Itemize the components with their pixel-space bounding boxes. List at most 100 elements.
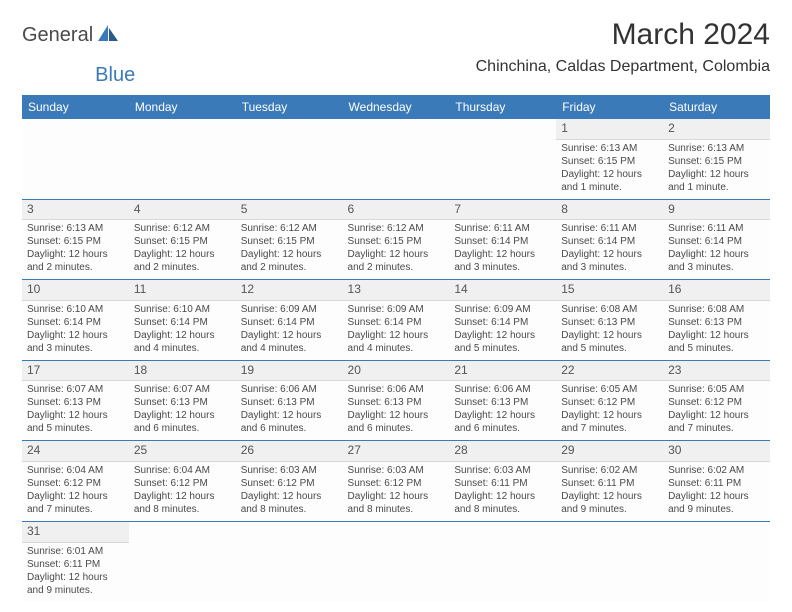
- weekday-header: Saturday: [663, 95, 770, 119]
- day-number: 29: [556, 441, 663, 462]
- weekday-header: Sunday: [22, 95, 129, 119]
- weekday-header: Tuesday: [236, 95, 343, 119]
- sunset-line: Sunset: 6:13 PM: [134, 396, 231, 409]
- calendar-day-cell: 16Sunrise: 6:08 AMSunset: 6:13 PMDayligh…: [663, 280, 770, 361]
- sunset-line: Sunset: 6:14 PM: [241, 316, 338, 329]
- daylight-line: Daylight: 12 hours and 4 minutes.: [134, 329, 231, 355]
- logo-text-blue: Blue: [95, 64, 135, 87]
- logo-text-general: General: [22, 24, 93, 47]
- calendar-day-cell: 3Sunrise: 6:13 AMSunset: 6:15 PMDaylight…: [22, 199, 129, 280]
- sunset-line: Sunset: 6:15 PM: [241, 235, 338, 248]
- weekday-header: Monday: [129, 95, 236, 119]
- sunset-line: Sunset: 6:13 PM: [454, 396, 551, 409]
- day-number: 12: [236, 280, 343, 301]
- calendar-day-cell: 19Sunrise: 6:06 AMSunset: 6:13 PMDayligh…: [236, 360, 343, 441]
- day-number: 8: [556, 200, 663, 221]
- location-subtitle: Chinchina, Caldas Department, Colombia: [476, 58, 770, 76]
- calendar-day-cell: 4Sunrise: 6:12 AMSunset: 6:15 PMDaylight…: [129, 199, 236, 280]
- daylight-line: Daylight: 12 hours and 6 minutes.: [348, 409, 445, 435]
- sunrise-line: Sunrise: 6:07 AM: [27, 383, 124, 396]
- calendar-day-cell: 10Sunrise: 6:10 AMSunset: 6:14 PMDayligh…: [22, 280, 129, 361]
- daylight-line: Daylight: 12 hours and 4 minutes.: [348, 329, 445, 355]
- day-number: 6: [343, 200, 450, 221]
- calendar-empty-cell: [236, 119, 343, 199]
- calendar-day-cell: 27Sunrise: 6:03 AMSunset: 6:12 PMDayligh…: [343, 441, 450, 522]
- sunset-line: Sunset: 6:11 PM: [454, 477, 551, 490]
- weekday-header: Friday: [556, 95, 663, 119]
- daylight-line: Daylight: 12 hours and 9 minutes.: [668, 490, 765, 516]
- day-number: 23: [663, 361, 770, 382]
- calendar-day-cell: 9Sunrise: 6:11 AMSunset: 6:14 PMDaylight…: [663, 199, 770, 280]
- calendar-row: 3Sunrise: 6:13 AMSunset: 6:15 PMDaylight…: [22, 199, 770, 280]
- sunrise-line: Sunrise: 6:11 AM: [668, 222, 765, 235]
- calendar-header-row: SundayMondayTuesdayWednesdayThursdayFrid…: [22, 95, 770, 119]
- daylight-line: Daylight: 12 hours and 6 minutes.: [241, 409, 338, 435]
- sunset-line: Sunset: 6:13 PM: [27, 396, 124, 409]
- calendar-day-cell: 1Sunrise: 6:13 AMSunset: 6:15 PMDaylight…: [556, 119, 663, 199]
- sunset-line: Sunset: 6:14 PM: [668, 235, 765, 248]
- sunset-line: Sunset: 6:14 PM: [561, 235, 658, 248]
- daylight-line: Daylight: 12 hours and 1 minute.: [561, 168, 658, 194]
- day-number: 11: [129, 280, 236, 301]
- calendar-day-cell: 22Sunrise: 6:05 AMSunset: 6:12 PMDayligh…: [556, 360, 663, 441]
- sunset-line: Sunset: 6:14 PM: [454, 316, 551, 329]
- day-number: 28: [449, 441, 556, 462]
- sunset-line: Sunset: 6:15 PM: [27, 235, 124, 248]
- calendar-table: SundayMondayTuesdayWednesdayThursdayFrid…: [22, 95, 770, 602]
- weekday-header: Thursday: [449, 95, 556, 119]
- sunrise-line: Sunrise: 6:12 AM: [134, 222, 231, 235]
- day-number: 13: [343, 280, 450, 301]
- sunset-line: Sunset: 6:15 PM: [348, 235, 445, 248]
- sunset-line: Sunset: 6:11 PM: [561, 477, 658, 490]
- calendar-empty-cell: [556, 521, 663, 601]
- daylight-line: Daylight: 12 hours and 5 minutes.: [668, 329, 765, 355]
- day-number: 30: [663, 441, 770, 462]
- sunrise-line: Sunrise: 6:11 AM: [454, 222, 551, 235]
- sunset-line: Sunset: 6:14 PM: [348, 316, 445, 329]
- sunset-line: Sunset: 6:15 PM: [668, 155, 765, 168]
- calendar-empty-cell: [343, 521, 450, 601]
- calendar-empty-cell: [449, 521, 556, 601]
- sunset-line: Sunset: 6:12 PM: [134, 477, 231, 490]
- sunset-line: Sunset: 6:13 PM: [348, 396, 445, 409]
- sunrise-line: Sunrise: 6:12 AM: [241, 222, 338, 235]
- daylight-line: Daylight: 12 hours and 5 minutes.: [27, 409, 124, 435]
- calendar-row: 31Sunrise: 6:01 AMSunset: 6:11 PMDayligh…: [22, 521, 770, 601]
- day-number: 3: [22, 200, 129, 221]
- sunrise-line: Sunrise: 6:03 AM: [241, 464, 338, 477]
- sunrise-line: Sunrise: 6:13 AM: [27, 222, 124, 235]
- sunrise-line: Sunrise: 6:03 AM: [454, 464, 551, 477]
- sunrise-line: Sunrise: 6:05 AM: [668, 383, 765, 396]
- calendar-day-cell: 31Sunrise: 6:01 AMSunset: 6:11 PMDayligh…: [22, 521, 129, 601]
- sunset-line: Sunset: 6:11 PM: [668, 477, 765, 490]
- logo: General: [22, 18, 121, 47]
- calendar-empty-cell: [663, 521, 770, 601]
- daylight-line: Daylight: 12 hours and 4 minutes.: [241, 329, 338, 355]
- page-title: March 2024: [476, 18, 770, 52]
- calendar-day-cell: 28Sunrise: 6:03 AMSunset: 6:11 PMDayligh…: [449, 441, 556, 522]
- daylight-line: Daylight: 12 hours and 3 minutes.: [27, 329, 124, 355]
- sunrise-line: Sunrise: 6:05 AM: [561, 383, 658, 396]
- calendar-day-cell: 12Sunrise: 6:09 AMSunset: 6:14 PMDayligh…: [236, 280, 343, 361]
- daylight-line: Daylight: 12 hours and 8 minutes.: [134, 490, 231, 516]
- sunrise-line: Sunrise: 6:13 AM: [561, 142, 658, 155]
- calendar-day-cell: 25Sunrise: 6:04 AMSunset: 6:12 PMDayligh…: [129, 441, 236, 522]
- calendar-day-cell: 5Sunrise: 6:12 AMSunset: 6:15 PMDaylight…: [236, 199, 343, 280]
- daylight-line: Daylight: 12 hours and 7 minutes.: [668, 409, 765, 435]
- sunset-line: Sunset: 6:13 PM: [561, 316, 658, 329]
- calendar-day-cell: 6Sunrise: 6:12 AMSunset: 6:15 PMDaylight…: [343, 199, 450, 280]
- sunrise-line: Sunrise: 6:04 AM: [134, 464, 231, 477]
- calendar-day-cell: 7Sunrise: 6:11 AMSunset: 6:14 PMDaylight…: [449, 199, 556, 280]
- day-number: 19: [236, 361, 343, 382]
- daylight-line: Daylight: 12 hours and 9 minutes.: [27, 571, 124, 597]
- day-number: 4: [129, 200, 236, 221]
- daylight-line: Daylight: 12 hours and 2 minutes.: [27, 248, 124, 274]
- day-number: 5: [236, 200, 343, 221]
- day-number: 21: [449, 361, 556, 382]
- calendar-day-cell: 8Sunrise: 6:11 AMSunset: 6:14 PMDaylight…: [556, 199, 663, 280]
- day-number: 16: [663, 280, 770, 301]
- sunrise-line: Sunrise: 6:11 AM: [561, 222, 658, 235]
- sunset-line: Sunset: 6:14 PM: [134, 316, 231, 329]
- sunrise-line: Sunrise: 6:09 AM: [348, 303, 445, 316]
- calendar-day-cell: 20Sunrise: 6:06 AMSunset: 6:13 PMDayligh…: [343, 360, 450, 441]
